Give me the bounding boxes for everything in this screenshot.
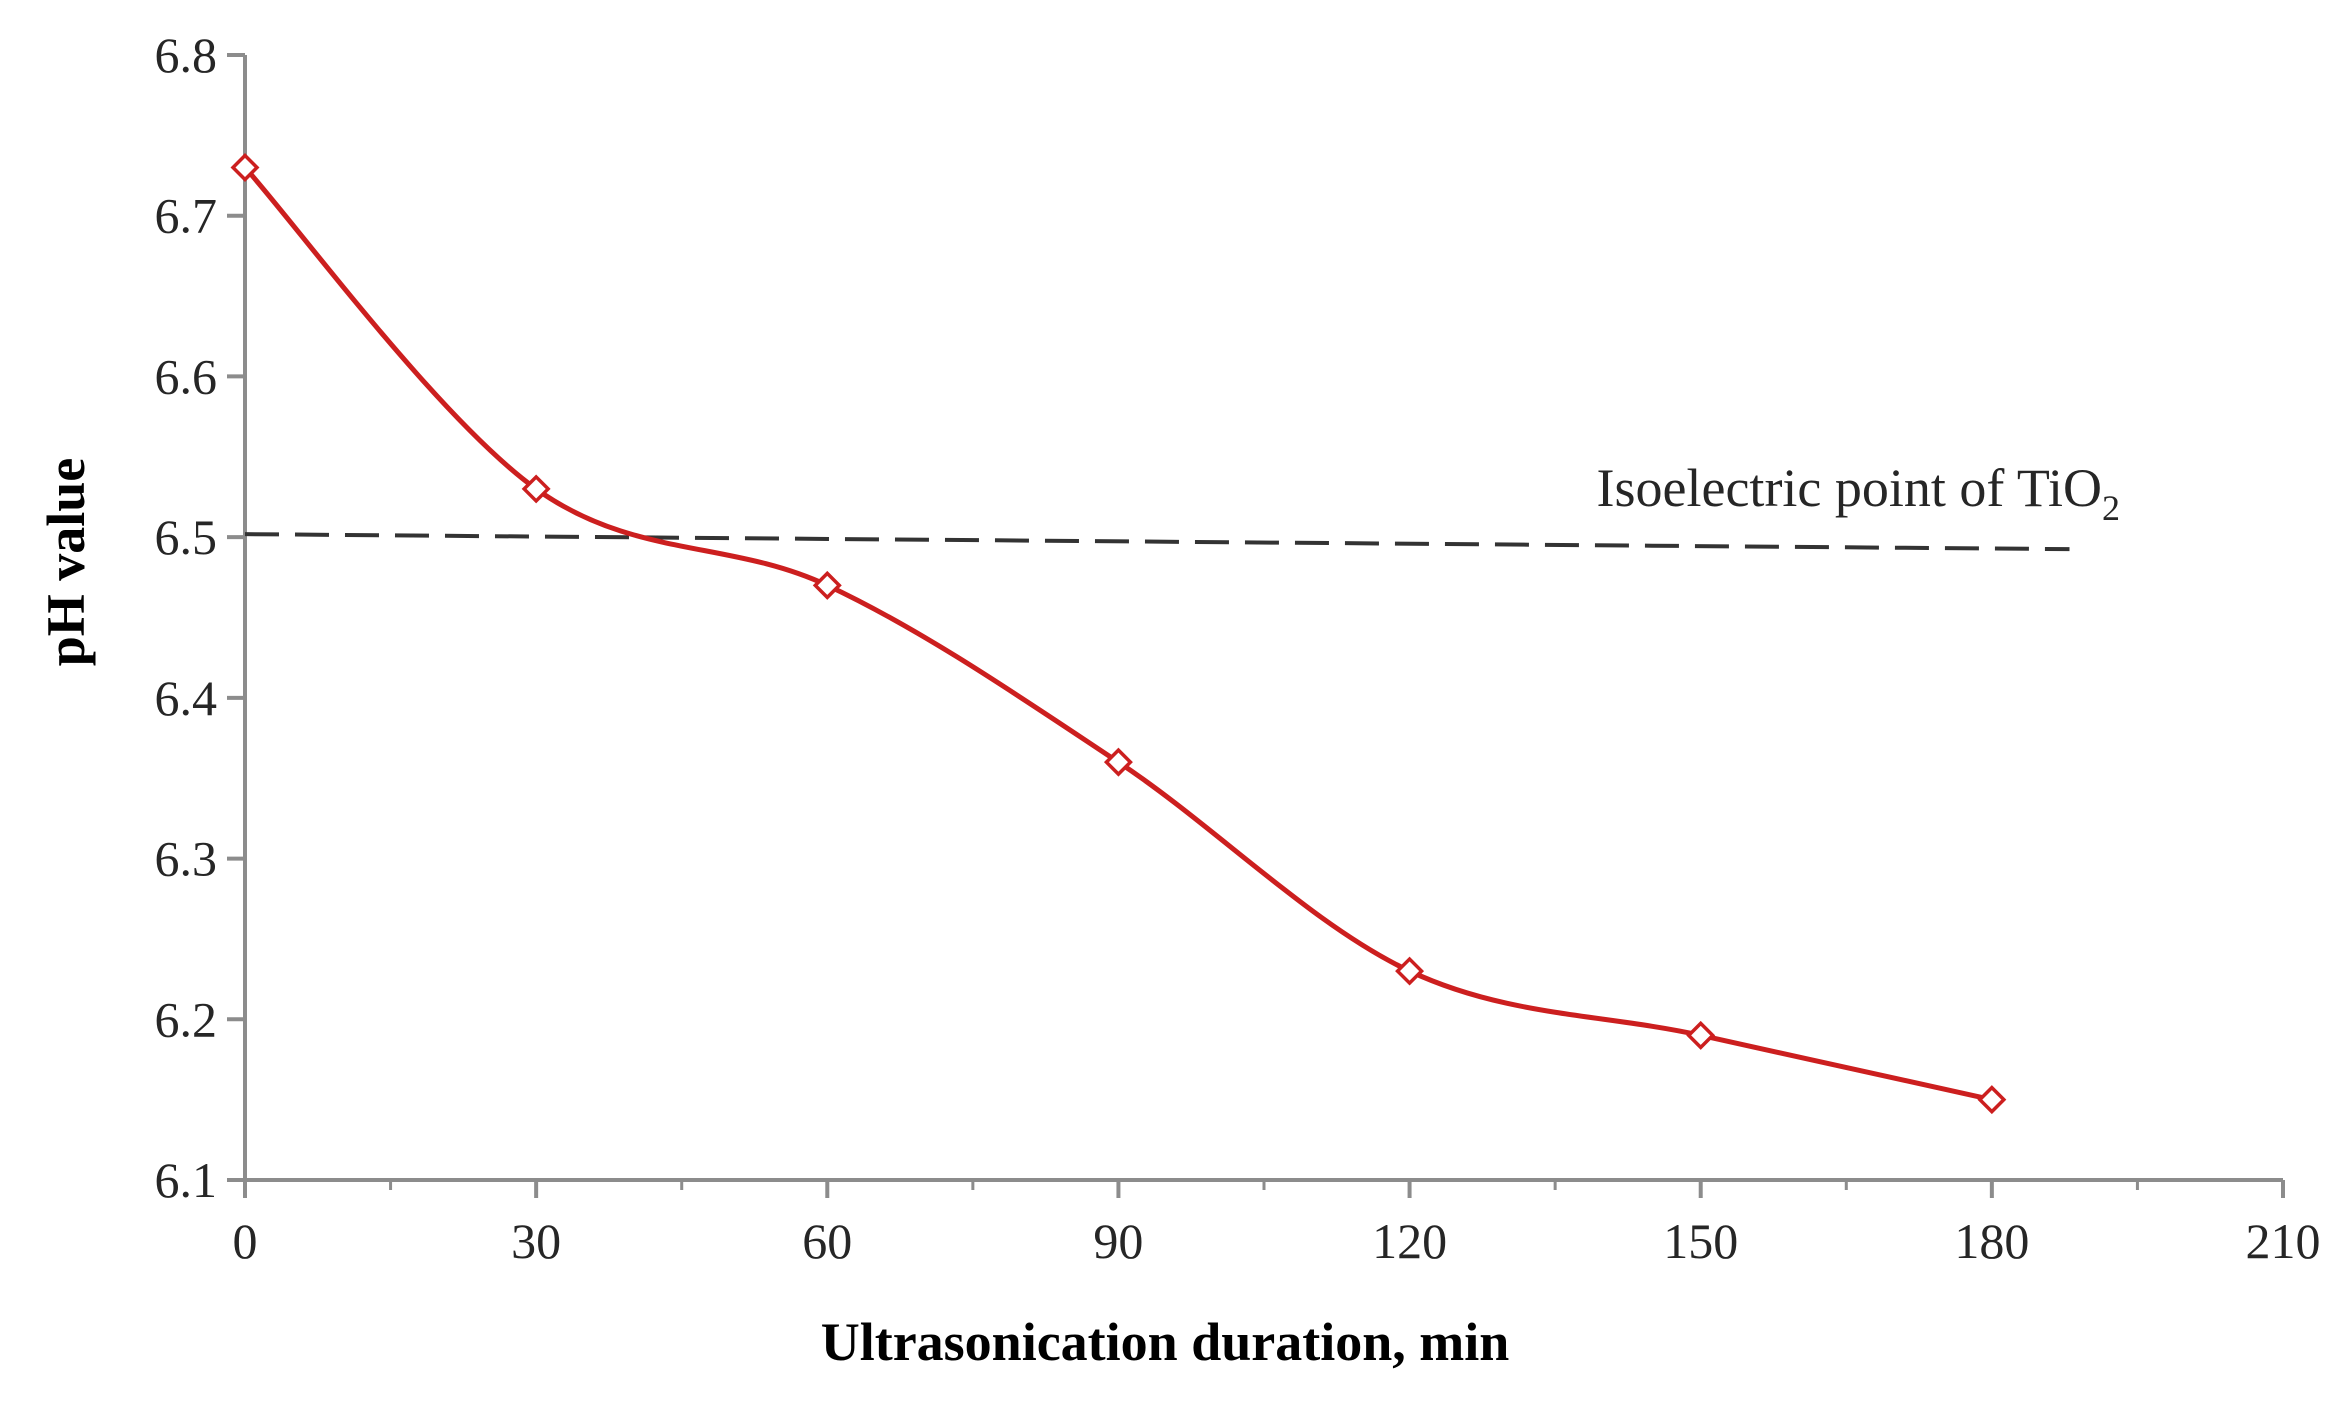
y-tick-label: 6.7: [155, 188, 218, 244]
data-point-marker: [1103, 747, 1133, 777]
y-tick-label: 6.1: [155, 1152, 218, 1208]
x-tick-label: 30: [511, 1213, 561, 1269]
x-tick-label: 180: [1954, 1213, 2029, 1269]
annotation-main-text: Isoelectric point of TiO: [1597, 458, 2102, 518]
x-tick-label: 150: [1663, 1213, 1738, 1269]
axes: 6.1 6.2 6.3 6.4 6.5 6.6 6.7 6.8 0 30 60 90 120 150 180…: [155, 27, 2321, 1269]
data-point-marker: [230, 153, 260, 182]
x-axis-title: Ultrasonication duration, min: [821, 1312, 1510, 1372]
y-tick-label: 6.3: [155, 831, 218, 887]
x-tick-label: 90: [1093, 1213, 1143, 1269]
reference-line-group: [244, 532, 2070, 552]
data-point-marker: [812, 570, 842, 600]
isoelectric-point-annotation: Isoelectric point of TiO2: [1597, 458, 2120, 528]
labels-group: Ultrasonication duration, min pH value I…: [36, 458, 2120, 1372]
data-point-marker: [521, 474, 551, 504]
series-group: [230, 153, 2007, 1115]
isoelectric-point-dashed-line: [244, 532, 2070, 552]
y-tick-label: 6.4: [155, 670, 218, 726]
x-tick-label: 210: [2246, 1213, 2321, 1269]
x-tick-label: 60: [802, 1213, 852, 1269]
y-tick-label: 6.6: [155, 348, 218, 404]
y-axis-title: pH value: [36, 458, 96, 667]
y-tick-label: 6.5: [155, 509, 218, 565]
x-tick-label: 120: [1372, 1213, 1447, 1269]
x-tick-label: 0: [233, 1213, 258, 1269]
data-point-marker: [1395, 956, 1425, 986]
data-point-marker: [1977, 1085, 2007, 1115]
series-line: [243, 165, 1993, 1103]
y-tick-label: 6.2: [155, 991, 218, 1047]
annotation-subscript: 2: [2102, 488, 2120, 528]
y-tick-label: 6.8: [155, 27, 218, 83]
data-point-marker: [1686, 1020, 1716, 1050]
